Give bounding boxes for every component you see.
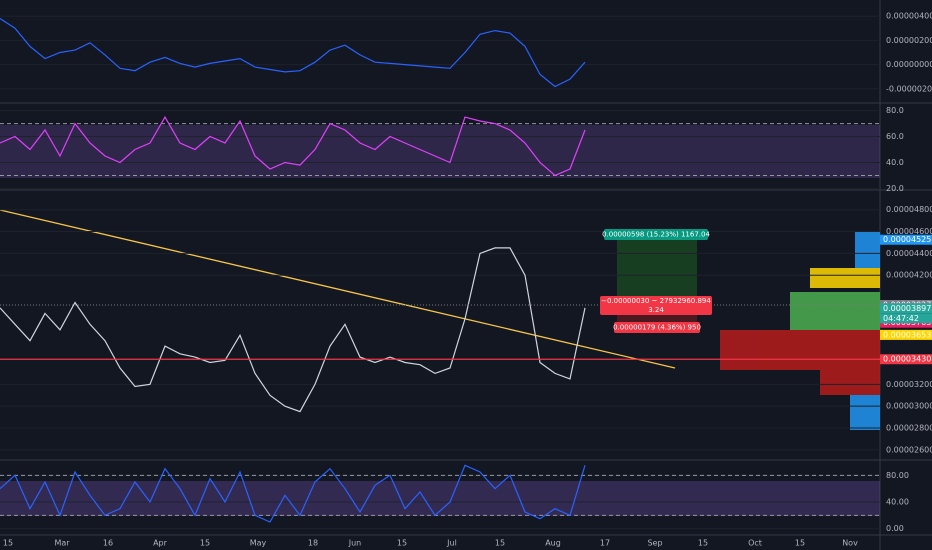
rsi-band [0,125,880,178]
y-tick-label: 0.00 [886,524,904,533]
x-tick-label: Mar [54,539,70,548]
price-tag-label: 0.00003430 [883,355,931,364]
price-tag [880,329,932,340]
x-tick-label: 18 [308,539,318,548]
x-tick-label: 17 [600,539,610,548]
y-tick-label: 0.00002800 [886,423,932,432]
price-tag [880,234,932,245]
y-tick-label: 0.00000200 [886,36,932,45]
trade-stop: 0.00000179 (4.36%) 950 [613,324,701,332]
x-tick-label: 15 [795,539,805,548]
x-tick-label: 15 [495,539,505,548]
trade-label-bg [614,322,700,333]
countdown: 04:47:42 [883,314,919,323]
x-tick-label: Oct [748,539,762,548]
y-tick-label: 0.00004200 [886,271,932,280]
series-line [0,464,586,523]
y-tick-label: 80.0 [886,106,904,115]
x-tick-label: 16 [103,539,113,548]
trade-label-bg [600,296,712,315]
price-tag [880,354,932,365]
x-tick-label: 15 [3,539,13,548]
y-tick-label: 0.00004800 [886,205,932,214]
profile-bar [720,330,880,370]
profile-bar [790,292,880,332]
profile-bar [850,395,880,430]
x-tick-label: 15 [200,539,210,548]
x-tick-label: Jul [446,539,457,548]
profit-zone [617,238,697,300]
trade-ratio: 3.24 [648,306,664,314]
trade-label-bg [604,229,708,240]
y-tick-label: 60.0 [886,132,904,141]
series-line [0,17,586,88]
y-tick-label: 0.00000400 [886,12,932,21]
x-tick-label: Sep [647,539,662,548]
y-tick-label: 0.00004600 [886,227,932,236]
trade-current: −0.00000030 ~ 27932960.894 [601,297,711,305]
price-tag-label: 0.00004525 [883,235,931,244]
y-tick-label: 0.00003200 [886,380,932,389]
x-tick-label: Jun [348,539,362,548]
y-tick-label: 40.00 [886,498,909,507]
volume-profile [720,232,880,430]
profile-bar [820,370,880,395]
series-line [0,115,586,177]
y-tick-label: -0.00000200 [886,84,932,93]
price-tag-label: 0.00003653 [883,330,931,339]
x-tick-label: Nov [842,539,858,548]
x-tick-label: Apr [153,539,168,548]
price-tag-label: 0.00003897 [883,304,931,313]
price-tag [880,303,932,314]
x-tick-label: 15 [397,539,407,548]
y-tick-label: 0.00000000 [886,60,932,69]
x-tick-label: 15 [698,539,708,548]
trend-line [0,209,676,369]
x-tick-label: May [250,539,267,548]
y-tick-label: 20.0 [886,184,904,193]
y-tick-label: 40.0 [886,158,904,167]
y-tick-label: 0.00004400 [886,249,932,258]
series-line [0,247,586,413]
y-tick-label: 80.00 [886,471,909,480]
x-tick-label: Aug [545,539,561,548]
y-tick-label: 0.00003000 [886,402,932,411]
profile-bar [810,268,880,288]
profile-bar [855,232,880,272]
countdown-tag [880,313,932,324]
y-tick-label: 0.00002600 [886,445,932,454]
trade-target: 0.00000598 (15.23%) 1167.04 [602,231,710,239]
